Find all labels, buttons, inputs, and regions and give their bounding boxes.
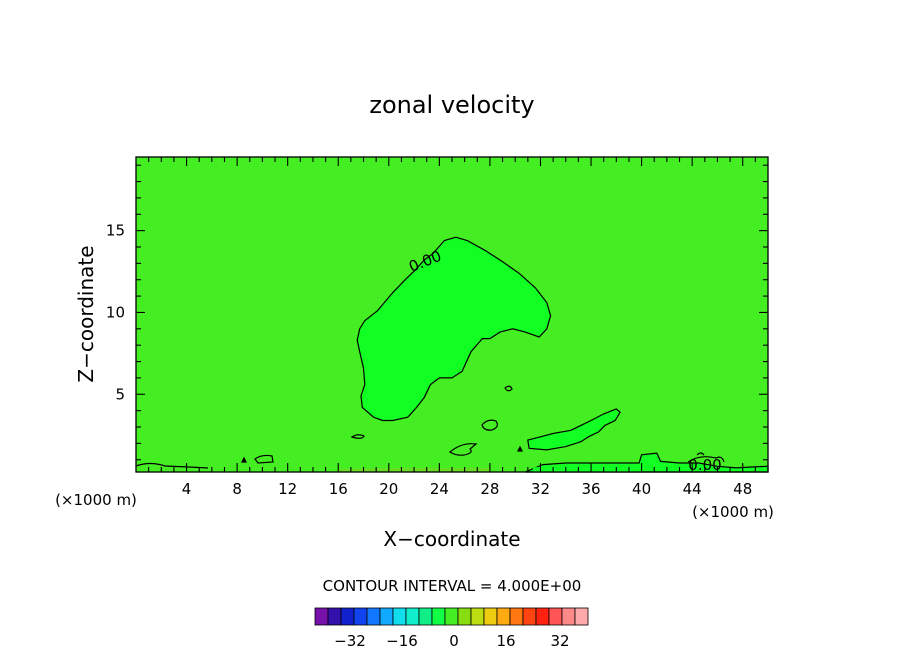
small-contour-features [135, 385, 725, 469]
colorbar-swatch [522, 607, 537, 626]
y-axis-label: Z−coordinate [74, 245, 98, 382]
x-unit-label-right: (×1000 m) [692, 503, 774, 521]
colorbar-swatch [496, 607, 511, 626]
colorbar-tick-label: 16 [496, 632, 515, 650]
y-tick-labels: 5 10 15 [106, 222, 125, 404]
contour-regions [338, 236, 769, 473]
colorbar-swatch [418, 607, 433, 626]
y-tick-label: 15 [106, 222, 125, 240]
x-tick-label: 48 [733, 480, 752, 498]
contour-dot-1 [241, 456, 247, 463]
colorbar-swatch [574, 607, 589, 626]
colorbar-swatch [340, 607, 355, 626]
colorbar-tick-label: 0 [449, 632, 459, 650]
colorbar [314, 607, 589, 626]
contour-line-left [135, 462, 209, 469]
colorbar-swatch [327, 607, 342, 626]
colorbar-swatch [483, 607, 498, 626]
contour-blob-2 [448, 443, 478, 456]
colorbar-swatch [379, 607, 394, 626]
contour-dot-2 [517, 445, 523, 452]
x-tick-label: 12 [278, 480, 297, 498]
contour-blob-4 [504, 385, 513, 392]
axis-ticks [136, 157, 768, 472]
x-tick-label: 24 [430, 480, 449, 498]
contour-blob-6 [696, 452, 705, 456]
colorbar-swatch [405, 607, 420, 626]
x-tick-label: 32 [531, 480, 550, 498]
colorbar-swatch [314, 607, 329, 626]
contour-line-right [687, 456, 725, 463]
x-tick-label: 28 [480, 480, 499, 498]
colorbar-swatch [457, 607, 472, 626]
x-unit-label-left: (×1000 m) [55, 491, 137, 509]
plot-area: 0.00 0.00 [135, 156, 769, 474]
contour-interval-text: CONTOUR INTERVAL = 4.000E+00 [323, 577, 582, 595]
colorbar-swatch [392, 607, 407, 626]
colorbar-swatch [431, 607, 446, 626]
colorbar-swatch [444, 607, 459, 626]
x-tick-label: 36 [581, 480, 600, 498]
colorbar-swatch [509, 607, 524, 626]
colorbar-swatch [470, 607, 485, 626]
colorbar-tick-label: 32 [550, 632, 569, 650]
x-axis-label: X−coordinate [383, 527, 520, 551]
contour-blob-5 [254, 454, 274, 464]
colorbar-swatch [535, 607, 550, 626]
colorbar-tick-label: −16 [386, 632, 418, 650]
x-tick-label: 44 [683, 480, 702, 498]
contour-region-3 [527, 408, 621, 451]
x-tick-label: 4 [182, 480, 192, 498]
contour-region-1 [356, 236, 552, 422]
x-tick-label: 8 [232, 480, 242, 498]
contour-blob-1 [350, 434, 365, 439]
x-tick-label: 40 [632, 480, 651, 498]
colorbar-swatch [561, 607, 576, 626]
y-tick-label: 10 [106, 303, 125, 321]
x-tick-label: 20 [379, 480, 398, 498]
contour-region-5 [532, 467, 642, 472]
contour-blob-3 [481, 419, 498, 431]
colorbar-labels: −32 −16 0 16 32 [334, 632, 569, 650]
y-tick-label: 5 [115, 385, 125, 403]
colorbar-tick-label: −32 [334, 632, 366, 650]
colorbar-swatch [353, 607, 368, 626]
colorbar-swatch [366, 607, 381, 626]
x-tick-label: 16 [329, 480, 348, 498]
contour-label-2: 0.00 [688, 456, 721, 474]
colorbar-swatch [548, 607, 563, 626]
x-tick-labels: 4 8 12 16 20 24 28 32 36 40 44 48 [182, 480, 752, 498]
chart-title: zonal velocity [369, 91, 534, 119]
